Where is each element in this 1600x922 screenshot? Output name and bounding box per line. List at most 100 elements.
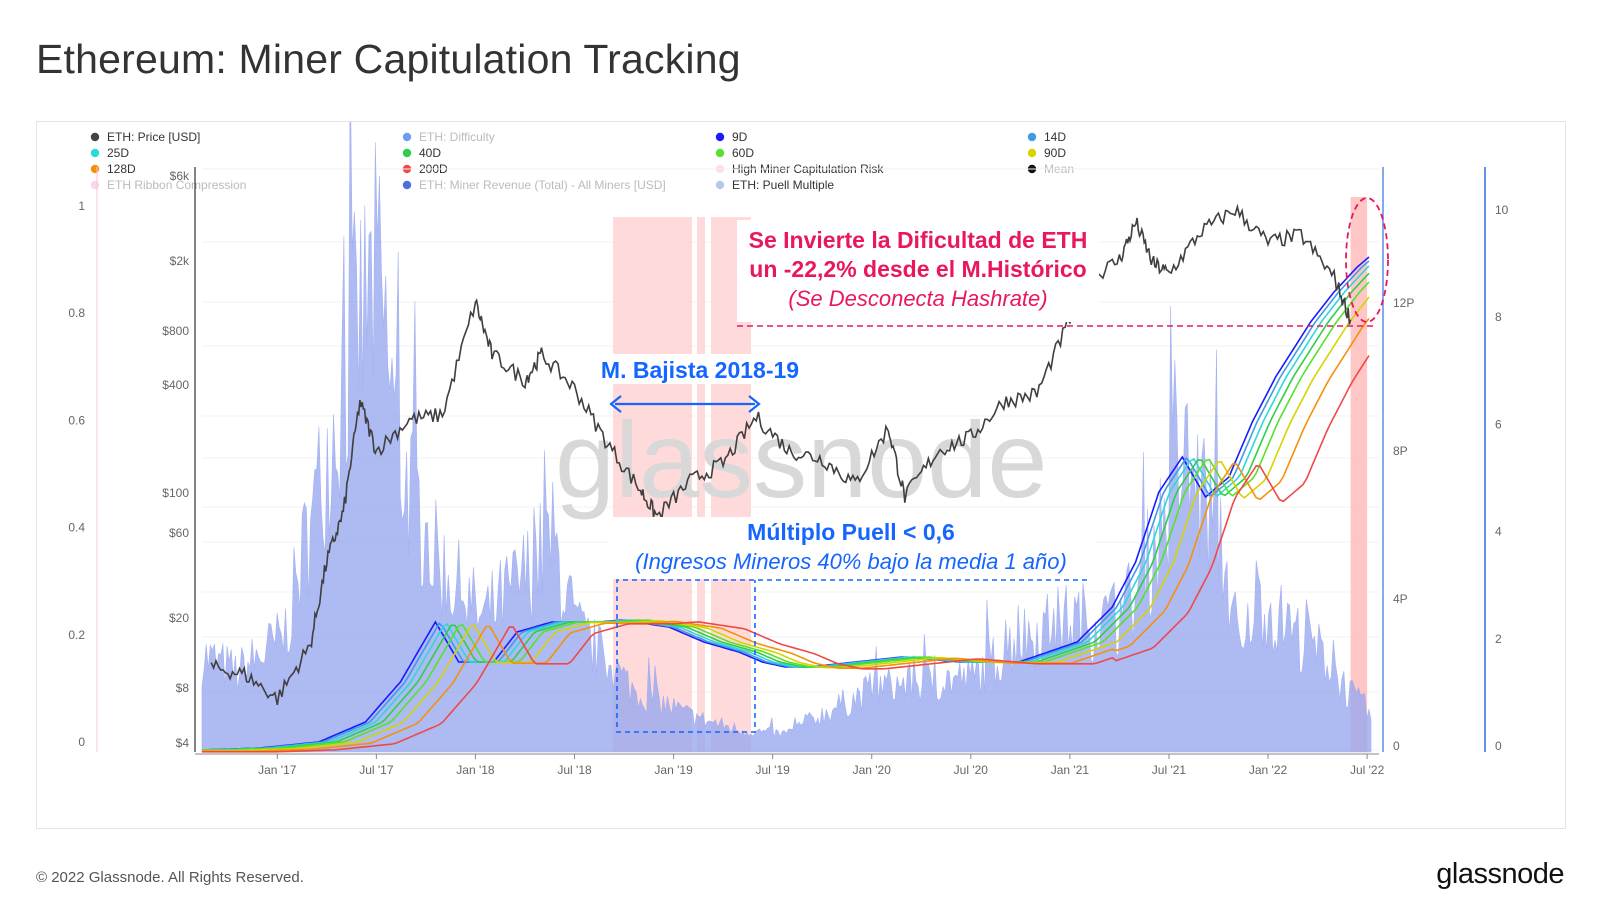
legend-item[interactable]: ETH: Miner Revenue (Total) - All Miners … bbox=[419, 178, 666, 192]
ribbon-tick-label: 0.2 bbox=[68, 628, 85, 642]
copyright: © 2022 Glassnode. All Rights Reserved. bbox=[36, 869, 304, 886]
ribbon-tick-label: 0.8 bbox=[68, 306, 85, 320]
difficulty-ribbon-line bbox=[202, 281, 1370, 751]
price-axis: $6k $2k $800 $400 $100 $60 $20 $8 $4 bbox=[162, 167, 196, 752]
difficulty-tick-label: 12P bbox=[1393, 296, 1414, 310]
difficulty-tick-label: 8P bbox=[1393, 444, 1408, 458]
x-tick-label: Jul '19 bbox=[756, 763, 791, 777]
legend-swatch bbox=[90, 132, 100, 142]
difficulty-ribbon-line bbox=[201, 256, 1370, 751]
difficulty-ribbon-line bbox=[202, 265, 1370, 751]
price-tick-label: $8 bbox=[176, 681, 190, 695]
price-tick-label: $20 bbox=[169, 611, 189, 625]
puell-annotation-title: Múltiplo Puell < 0,6 bbox=[747, 519, 955, 545]
difficulty-ribbon-line bbox=[202, 318, 1370, 753]
difficulty-annotation-bg bbox=[737, 220, 1099, 322]
x-tick-label: Jan '18 bbox=[456, 763, 495, 777]
x-axis: Jan '17 Jul '17 Jan '18 Jul '18 Jan '19 Jul '… bbox=[195, 753, 1385, 777]
chart-svg: ETH: Price [USD] ETH: Difficulty 9D 14D 25D 4… bbox=[68, 61, 1509, 777]
legend-item[interactable]: ETH Ribbon Compression bbox=[107, 178, 246, 192]
puell-tick-label: 10 bbox=[1495, 203, 1509, 217]
legend-item[interactable]: 128D bbox=[107, 162, 136, 176]
ribbon-tick-label: 1 bbox=[78, 199, 85, 213]
price-tick-label: $4 bbox=[176, 736, 190, 750]
puell-threshold-box bbox=[616, 579, 1087, 733]
legend-swatch bbox=[90, 164, 100, 174]
legend-item[interactable]: ETH: Puell Multiple bbox=[732, 178, 834, 192]
ribbon-tick-label: 0.6 bbox=[68, 413, 85, 427]
bear-market-label-bg bbox=[585, 354, 815, 384]
legend-swatch bbox=[402, 180, 412, 190]
watermark: glassnode bbox=[555, 399, 1047, 520]
x-tick-label: Jan '20 bbox=[853, 763, 892, 777]
x-tick-label: Jan '22 bbox=[1249, 763, 1288, 777]
difficulty-ribbon-line bbox=[202, 272, 1370, 751]
difficulty-annotation-subtitle: (Se Desconecta Hashrate) bbox=[788, 286, 1047, 311]
puell-annotation-subtitle: (Ingresos Mineros 40% bajo la media 1 añ… bbox=[635, 549, 1067, 574]
ribbon-axis: 1 0.8 0.6 0.4 0.2 0 bbox=[68, 167, 98, 752]
x-tick-label: Jul '22 bbox=[1350, 763, 1385, 777]
legend-item[interactable]: 14D bbox=[1044, 130, 1066, 144]
ribbon-tick-label: 0.4 bbox=[68, 521, 85, 535]
puell-tick-label: 8 bbox=[1495, 310, 1502, 324]
x-tick-label: Jan '21 bbox=[1051, 763, 1090, 777]
x-tick-label: Jul '21 bbox=[1152, 763, 1187, 777]
legend-item[interactable]: ETH: Difficulty bbox=[419, 130, 495, 144]
legend-swatch bbox=[715, 148, 725, 158]
difficulty-ribbon-line bbox=[202, 296, 1370, 752]
puell-multiple-series bbox=[201, 61, 1372, 753]
puell-annotation-bg bbox=[609, 517, 1095, 579]
legend-swatch bbox=[715, 180, 725, 190]
x-tick-label: Jul '18 bbox=[557, 763, 592, 777]
price-tick-label: $400 bbox=[162, 378, 189, 392]
price-tick-label: $2k bbox=[170, 254, 190, 268]
capitulation-band bbox=[697, 217, 705, 752]
difficulty-tick-label: 4P bbox=[1393, 592, 1408, 606]
legend-item[interactable]: 90D bbox=[1044, 146, 1066, 160]
difficulty-ribbon-line bbox=[202, 355, 1370, 753]
x-tick-label: Jan '19 bbox=[654, 763, 693, 777]
legend-item[interactable]: ETH: Price [USD] bbox=[107, 130, 200, 144]
chart-legend[interactable]: ETH: Price [USD] ETH: Difficulty 9D 14D 25D 4… bbox=[90, 130, 1074, 192]
x-tick-label: Jul '17 bbox=[359, 763, 394, 777]
price-tick-label: $800 bbox=[162, 324, 189, 338]
capitulation-bands bbox=[613, 197, 1368, 752]
legend-item[interactable]: 60D bbox=[732, 146, 754, 160]
puell-tick-label: 4 bbox=[1495, 525, 1502, 539]
legend-item[interactable]: 9D bbox=[732, 130, 748, 144]
bear-market-label: M. Bajista 2018-19 bbox=[601, 357, 799, 383]
price-tick-label: $6k bbox=[170, 169, 190, 183]
capitulation-band bbox=[613, 217, 692, 752]
x-tick-label: Jul '20 bbox=[954, 763, 989, 777]
price-line bbox=[210, 203, 1352, 706]
legend-swatch bbox=[1027, 132, 1037, 142]
arrow-right-head-icon bbox=[748, 395, 761, 413]
annotations: Se Invierte la Dificultad de ETH un -22,… bbox=[585, 197, 1389, 733]
puell-axis: 10 8 6 4 2 0 bbox=[1484, 167, 1509, 753]
legend-item[interactable]: 25D bbox=[107, 146, 129, 160]
price-tick-label: $60 bbox=[169, 526, 189, 540]
legend-swatch bbox=[402, 132, 412, 142]
puell-tick-label: 6 bbox=[1495, 417, 1502, 431]
legend-swatch bbox=[90, 148, 100, 158]
difficulty-ribbon-line bbox=[202, 260, 1370, 751]
puell-tick-label: 0 bbox=[1495, 739, 1502, 753]
puell-tick-label: 2 bbox=[1495, 632, 1502, 646]
legend-swatch bbox=[90, 180, 100, 190]
x-tick-label: Jan '17 bbox=[258, 763, 297, 777]
legend-swatch bbox=[402, 148, 412, 158]
puell-multiple-area bbox=[201, 61, 1372, 753]
legend-swatch bbox=[1027, 148, 1037, 158]
difficulty-tick-label: 0 bbox=[1393, 739, 1400, 753]
capitulation-band bbox=[1350, 197, 1368, 752]
legend-swatch bbox=[715, 132, 725, 142]
chart-frame: ETH: Price [USD] ETH: Difficulty 9D 14D 25D 4… bbox=[36, 61, 1566, 829]
glassnode-logo[interactable]: glassnode bbox=[1436, 858, 1564, 890]
legend-item[interactable]: 40D bbox=[419, 146, 441, 160]
recent-highlight-ellipse bbox=[1345, 197, 1389, 323]
price-tick-label: $100 bbox=[162, 486, 189, 500]
arrow-left-head-icon bbox=[609, 395, 622, 413]
difficulty-annotation-title-2: un -22,2% desde el M.Histórico bbox=[749, 256, 1086, 282]
difficulty-ribbons bbox=[201, 256, 1370, 753]
page-title: Ethereum: Miner Capitulation Tracking bbox=[36, 36, 741, 82]
